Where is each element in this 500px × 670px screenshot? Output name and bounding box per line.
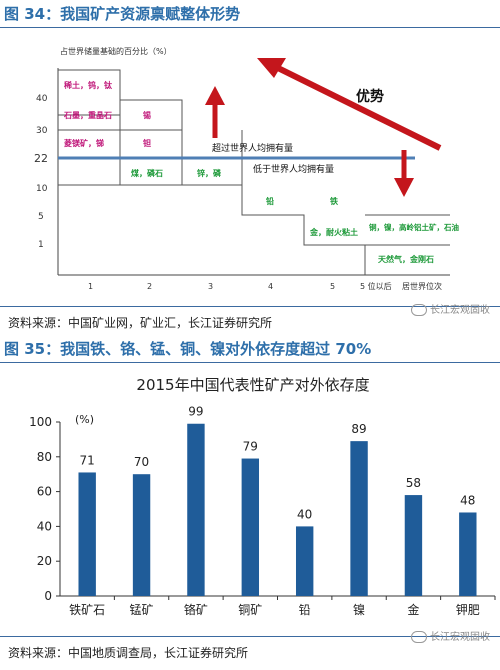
bar-value-label: 40 (297, 507, 312, 521)
watermark: 长江宏观固收 (411, 301, 490, 316)
figure34-diagram: 占世界储量基础的百分比（%） 40 30 22 10 5 1 1 2 3 4 5… (34, 46, 459, 291)
y-tick-label: 20 (37, 554, 52, 568)
y-tick-40: 40 (36, 94, 48, 104)
figure34-title-rule (0, 27, 500, 28)
mineral-label: 石墨，重晶石 (63, 110, 112, 120)
mineral-label: 铁 (330, 196, 338, 206)
figure34-xlabel: 居世界位次 (402, 281, 442, 291)
watermark: 长江宏观固收 (411, 628, 490, 643)
x-tick-5-plus: 5 位以后 (360, 281, 392, 291)
up-arrow-icon (205, 86, 225, 138)
mineral-label: 锡 (143, 110, 151, 120)
category-label: 铜矿 (238, 602, 262, 617)
bar (78, 472, 96, 596)
bar (132, 474, 151, 596)
bar (295, 526, 314, 596)
category-label: 铅 (299, 603, 311, 617)
above-per-capita-label: 超过世界人均拥有量 (212, 142, 293, 154)
y-tick-1: 1 (38, 240, 44, 250)
mineral-label: 铅 (265, 196, 274, 206)
x-tick-2: 2 (147, 282, 152, 291)
figure35-chart: 2015年中国代表性矿产对外依存度 (%) 0 20 40 60 80 100 71 铁矿石… (29, 376, 496, 617)
y-tick-22: 22 (34, 152, 48, 165)
mineral-label: 煤，磷石 (131, 168, 163, 178)
mineral-label: 稀土，钨，钛 (64, 80, 113, 90)
category-label: 钾肥 (456, 603, 480, 617)
bar (350, 441, 368, 596)
figure34-ylabel: 占世界储量基础的百分比（%） (60, 46, 172, 56)
bar (241, 458, 260, 596)
figure34-title: 图 34：我国矿产资源禀赋整体形势 (4, 5, 241, 23)
chart-title: 2015年中国代表性矿产对外依存度 (136, 376, 369, 394)
mineral-label: 天然气，金刚石 (378, 254, 434, 264)
bar-value-label: 99 (188, 405, 203, 419)
mineral-label: 钽 (143, 138, 151, 148)
advantage-label: 优势 (356, 88, 384, 105)
staircase-grid (58, 69, 450, 275)
category-label: 金 (407, 602, 419, 617)
bar (404, 495, 423, 596)
category-label: 锰矿 (130, 602, 154, 617)
figure35-title: 图 35：我国铁、铬、锰、铜、镍对外依存度超过 70% (4, 340, 372, 358)
advantage-arrow-icon (257, 58, 442, 151)
chart-ylabel: (%) (75, 413, 94, 426)
mineral-label: 锌，磷 (197, 168, 222, 178)
y-tick-label: 100 (29, 415, 52, 429)
watermark-text: 长江宏观固收 (430, 632, 490, 643)
x-tick-1: 1 (88, 282, 93, 291)
figure34-source-rule (0, 306, 500, 307)
watermark-text: 长江宏观固收 (430, 305, 490, 316)
mineral-label: 铜，镍，高岭铝土矿，石油 (369, 222, 459, 232)
below-per-capita-label: 低于世界人均拥有量 (253, 163, 334, 175)
bar-value-label: 48 (460, 493, 475, 507)
y-tick-label: 0 (44, 589, 52, 603)
y-tick-label: 40 (37, 519, 52, 533)
mineral-label: 金，耐火粘土 (309, 227, 358, 237)
figure34-source: 资料来源：中国矿业网，矿业汇，长江证券研究所 (8, 316, 273, 330)
bar-value-label: 58 (406, 476, 421, 490)
category-label: 铁矿石 (69, 603, 105, 617)
figure35-source-rule (0, 636, 500, 637)
x-tick-5: 5 (330, 282, 335, 291)
down-arrow-icon (394, 150, 414, 197)
bar (459, 512, 477, 596)
x-tick-4: 4 (268, 282, 273, 291)
mineral-label: 菱镁矿，锑 (64, 138, 104, 148)
category-label: 铬矿 (184, 602, 208, 617)
y-tick-5: 5 (38, 212, 44, 222)
figure35-source: 资料来源：中国地质调查局，长江证券研究所 (8, 646, 249, 660)
y-tick-30: 30 (36, 126, 48, 136)
x-tick-3: 3 (208, 282, 213, 291)
bar-value-label: 79 (243, 440, 258, 454)
bar-value-label: 89 (351, 422, 366, 436)
y-tick-10: 10 (36, 184, 48, 194)
y-tick-label: 60 (37, 485, 52, 499)
wechat-icon (411, 631, 427, 643)
bar-value-label: 70 (134, 455, 149, 469)
bar-value-label: 71 (80, 453, 95, 467)
figure35-title-rule (0, 362, 500, 363)
wechat-icon (411, 304, 427, 316)
bar (187, 423, 205, 596)
category-label: 镍 (353, 603, 365, 617)
y-tick-label: 80 (37, 450, 52, 464)
